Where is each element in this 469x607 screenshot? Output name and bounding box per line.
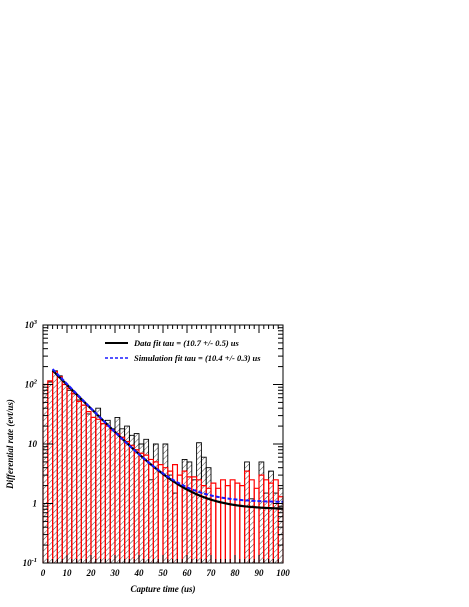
data-histogram-bin <box>172 492 178 563</box>
simulation-histogram-bin <box>234 482 241 563</box>
y-tick-label: 1 <box>33 499 38 509</box>
data-histogram-bin <box>80 404 87 563</box>
data-histogram-bin <box>148 479 154 563</box>
data-histogram-bin <box>244 461 250 563</box>
data-histogram-bin <box>104 419 111 563</box>
y-tick-label: 103 <box>25 319 38 330</box>
axis-ticks: 0 10 20 30 40 50 60 70 80 90 100 10-1 1 10 102 103 <box>23 319 291 578</box>
data-histogram-bin <box>128 434 135 563</box>
data-histogram-bin <box>119 428 126 563</box>
simulation-histogram-bin <box>253 487 260 563</box>
fit-curves <box>51 368 284 510</box>
data-histogram-bin <box>42 384 49 563</box>
data-histogram-bin <box>181 458 188 563</box>
legend-simulation-fit-label: Simulation fit tau = (10.4 +/- 0.3) us <box>134 353 261 363</box>
simulation-histogram-bin <box>220 479 226 563</box>
data-histogram-bin <box>277 487 284 563</box>
data-histogram-bin <box>90 416 97 563</box>
y-axis-label: Differential rate (evt/us) <box>5 399 15 490</box>
simulation-histogram-bin <box>239 484 246 563</box>
x-tick-label: 30 <box>110 568 121 578</box>
data-histogram-bin <box>85 413 92 563</box>
x-tick-label: 80 <box>231 568 241 578</box>
y-tick-exponent: 3 <box>33 319 38 326</box>
simulation-histogram-bin <box>157 464 164 563</box>
data-histogram-bin <box>47 381 54 563</box>
data-histogram-bin <box>268 470 274 563</box>
simulation-histogram-bin <box>176 474 183 563</box>
data-histogram-bin <box>100 423 106 563</box>
data-histogram-bin <box>109 428 116 563</box>
data-histogram-bin <box>61 384 68 563</box>
legend-data-fit-label: Data fit tau = (10.7 +/- 0.5) us <box>133 338 240 348</box>
data-histogram-bin <box>205 467 212 563</box>
data-histogram-bin <box>71 393 78 563</box>
y-tick-label: 10 <box>28 439 38 449</box>
data-histogram-bin <box>200 456 207 563</box>
x-tick-label: 50 <box>159 568 169 578</box>
data-histogram-bin <box>167 474 174 563</box>
data-histogram-bin <box>52 370 58 563</box>
x-axis-label: Capture time (us) <box>130 584 195 594</box>
data-histogram-bin <box>248 498 255 563</box>
y-tick-exponent: 2 <box>33 379 38 386</box>
data-histogram-bin <box>95 407 102 563</box>
x-tick-label: 10 <box>63 568 73 578</box>
x-tick-label: 100 <box>276 568 290 578</box>
simulation-fit-curve <box>51 368 284 503</box>
y-tick-label: 10-1 <box>23 557 37 568</box>
data-histogram-bin <box>258 461 265 563</box>
data-histogram-bin <box>114 416 121 563</box>
data-histogram-bin <box>196 442 202 563</box>
data-histogram-bin <box>162 443 169 563</box>
legend: Data fit tau = (10.7 +/- 0.5) us Simulati… <box>105 338 261 363</box>
y-tick-exponent: -1 <box>32 557 37 564</box>
data-histogram-bin <box>138 443 145 563</box>
data-histogram-bin <box>66 389 73 563</box>
data-histogram-bin <box>76 399 82 563</box>
x-tick-label: 90 <box>255 568 265 578</box>
x-tick-label: 20 <box>86 568 97 578</box>
data-histogram-bin <box>124 425 130 563</box>
x-tick-label: 60 <box>183 568 193 578</box>
x-tick-label: 70 <box>207 568 217 578</box>
x-tick-label: 40 <box>134 568 145 578</box>
x-tick-label: 0 <box>41 568 46 578</box>
y-tick-label: 102 <box>25 379 38 390</box>
data-histogram-bin <box>263 492 270 563</box>
simulation-histogram-bin <box>224 484 231 563</box>
simulation-histogram-bin <box>215 487 222 563</box>
data-histogram-bin <box>56 375 63 563</box>
simulation-histogram-bin <box>229 479 236 563</box>
